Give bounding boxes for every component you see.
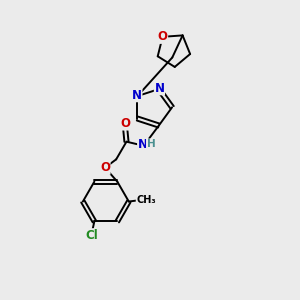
- Text: H: H: [146, 139, 155, 149]
- Text: N: N: [138, 138, 148, 151]
- Text: Cl: Cl: [85, 229, 98, 242]
- Text: N: N: [154, 82, 164, 95]
- Text: N: N: [132, 89, 142, 102]
- Text: CH₃: CH₃: [136, 195, 156, 205]
- Text: O: O: [120, 117, 130, 130]
- Text: O: O: [100, 161, 110, 174]
- Text: O: O: [158, 30, 168, 43]
